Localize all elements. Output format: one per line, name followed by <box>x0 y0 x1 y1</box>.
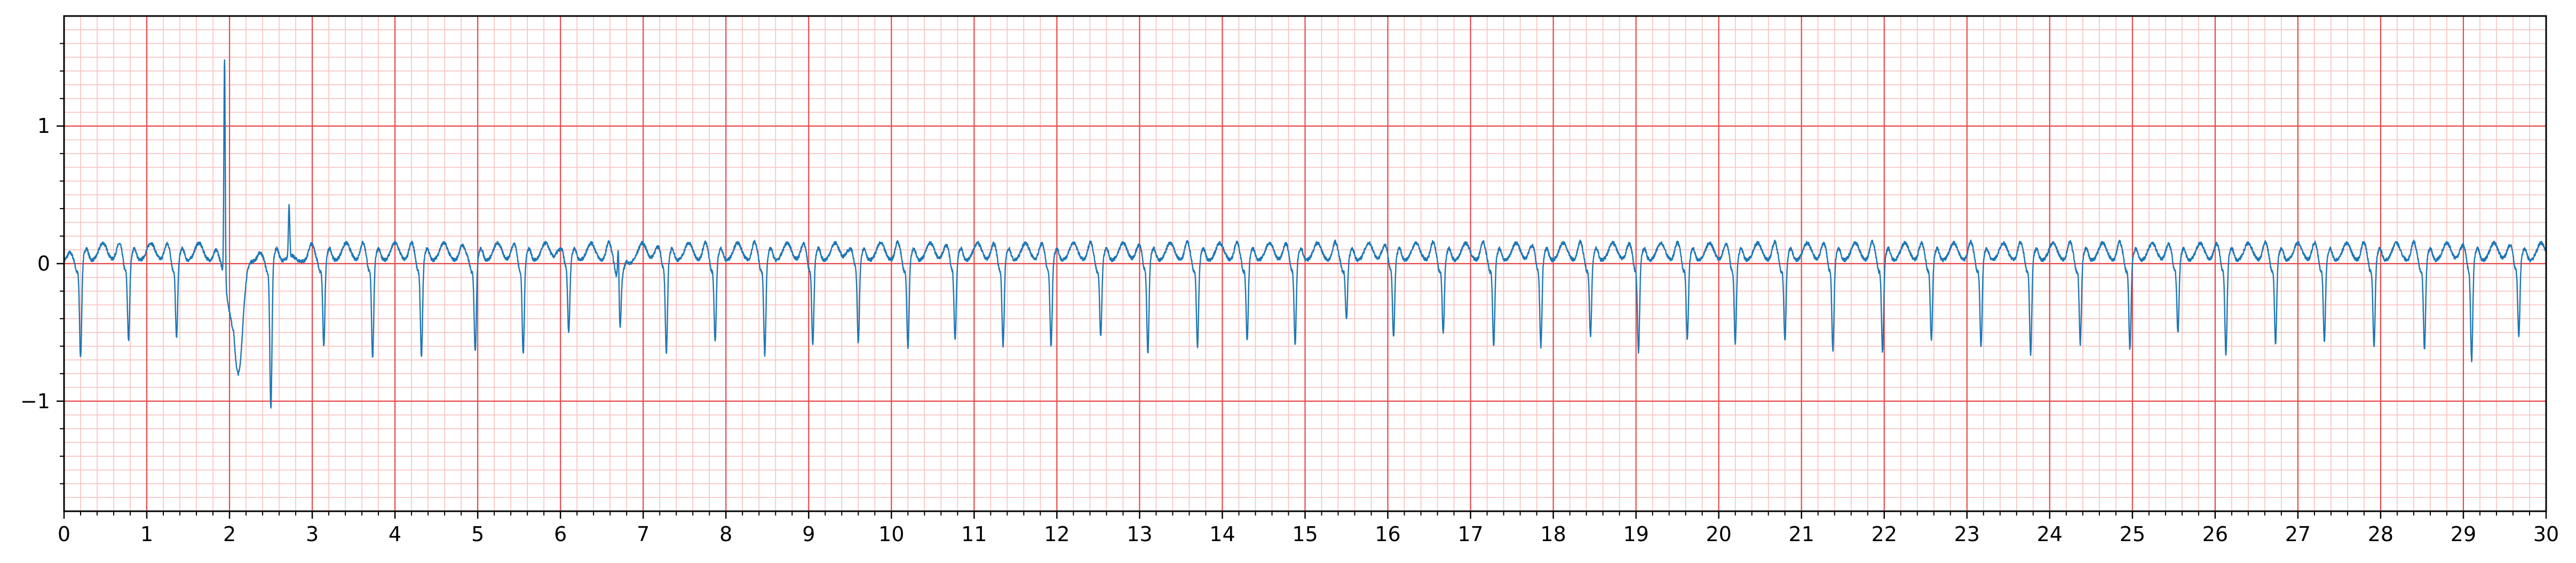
x-tick-label: 5 <box>471 522 484 546</box>
x-tick-label: 28 <box>2368 522 2393 546</box>
x-tick-label: 17 <box>1457 522 1483 546</box>
x-tick-label: 9 <box>802 522 815 546</box>
y-tick-label: −1 <box>20 390 50 413</box>
x-tick-label: 16 <box>1375 522 1400 546</box>
y-tick-label: 1 <box>37 114 50 138</box>
x-tick-label: 27 <box>2285 522 2311 546</box>
x-tick-label: 3 <box>306 522 319 546</box>
ecg-trace-line <box>63 59 2547 409</box>
x-tick-label: 24 <box>2037 522 2063 546</box>
x-tick-label: 0 <box>58 522 70 546</box>
x-tick-label: 10 <box>878 522 904 546</box>
x-tick-label: 6 <box>554 522 567 546</box>
x-tick-label: 1 <box>140 522 153 546</box>
x-tick-label: 26 <box>2202 522 2228 546</box>
x-tick-label: 12 <box>1044 522 1069 546</box>
x-tick-label: 30 <box>2533 522 2559 546</box>
x-tick-label: 21 <box>1789 522 1814 546</box>
x-tick-label: 23 <box>1954 522 1980 546</box>
x-tick-label: 18 <box>1540 522 1566 546</box>
x-tick-label: 2 <box>223 522 236 546</box>
y-tick-label: 0 <box>37 252 50 275</box>
x-tick-label: 4 <box>389 522 401 546</box>
x-tick-label: 20 <box>1706 522 1731 546</box>
trace-layer <box>63 59 2547 409</box>
y-axis: −1 0 1 <box>20 43 64 485</box>
x-tick-label: 11 <box>961 522 987 546</box>
x-tick-label: 14 <box>1209 522 1235 546</box>
x-tick-label: 25 <box>2120 522 2145 546</box>
x-tick-label: 15 <box>1292 522 1318 546</box>
x-tick-label: 7 <box>637 522 649 546</box>
x-tick-label: 13 <box>1127 522 1152 546</box>
x-tick-label: 8 <box>719 522 732 546</box>
x-axis: 0 1 2 3 4 5 6 7 8 9 10 11 12 13 14 15 16 17 18 19 20 21 22 23 24… <box>58 511 2559 546</box>
x-tick-label: 22 <box>1872 522 1897 546</box>
x-tick-label: 19 <box>1623 522 1648 546</box>
x-tick-label: 29 <box>2451 522 2476 546</box>
